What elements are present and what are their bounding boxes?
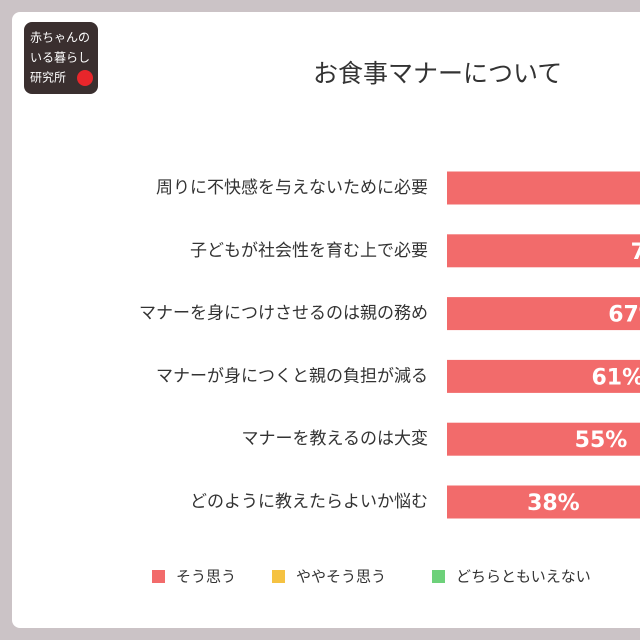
value-label: 67% <box>608 303 640 328</box>
logo-dot <box>77 70 93 86</box>
logo-text: いる暮らし <box>30 51 90 65</box>
legend-label: どちらともいえない <box>456 568 591 586</box>
bar <box>447 234 640 268</box>
value-label: 38% <box>527 491 580 516</box>
legend-swatch <box>152 570 165 583</box>
category-label: どのように教えたらよいか悩む <box>190 492 428 512</box>
bar <box>447 297 640 331</box>
category-label: マナーを教えるのは大変 <box>242 429 429 449</box>
category-label: マナーを身につけさせるのは親の務め <box>139 304 428 324</box>
bar <box>447 422 640 456</box>
legend-swatch <box>272 570 285 583</box>
value-label: 61% <box>591 365 640 390</box>
category-label: 子どもが社会性を育む上で必要 <box>190 241 428 261</box>
logo-text: 研究所 <box>30 70 66 85</box>
category-label: マナーが身につくと親の負担が減る <box>156 366 428 386</box>
category-label: 周りに不快感を与えないために必要 <box>156 178 428 198</box>
bar <box>447 485 640 519</box>
legend-label: そう思う <box>176 568 236 586</box>
legend-label: ややそう思う <box>296 568 386 586</box>
value-label: 75% <box>631 240 640 265</box>
value-label: 55% <box>575 428 628 453</box>
logo-text: 赤ちゃんの <box>30 31 90 45</box>
legend-swatch <box>432 570 445 583</box>
bar <box>447 359 640 393</box>
bar <box>447 171 640 205</box>
chart-title: お食事マナーについて <box>313 59 562 88</box>
panel <box>12 12 640 628</box>
